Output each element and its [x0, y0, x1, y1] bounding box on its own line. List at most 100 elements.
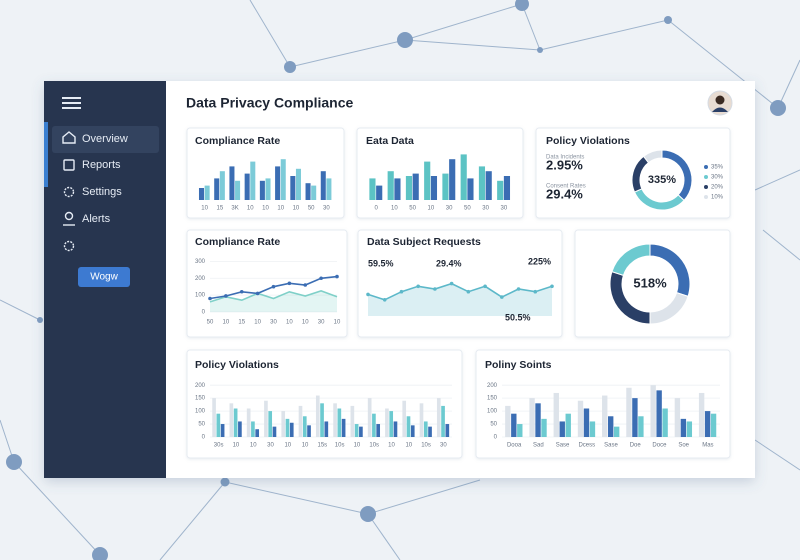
bar — [626, 387, 632, 437]
x-tick-label: 10s — [421, 443, 431, 449]
marker — [483, 284, 487, 289]
bar — [219, 171, 225, 200]
bar — [559, 421, 565, 437]
bar — [235, 180, 241, 200]
gear-icon[interactable] — [63, 240, 75, 252]
line — [209, 290, 338, 303]
x-tick-label: 30 — [270, 320, 277, 326]
reports-icon — [63, 159, 75, 171]
menu-highlight — [52, 126, 159, 153]
bar — [341, 418, 346, 437]
y-tick-label: 0 — [202, 435, 206, 441]
marker — [399, 289, 404, 294]
hamburger-icon[interactable] — [62, 97, 81, 109]
legend-label: 20% — [711, 185, 724, 191]
bar — [497, 180, 504, 200]
bar — [503, 176, 511, 200]
bar — [445, 424, 450, 437]
y-tick-label: 150 — [195, 396, 206, 402]
y-tick-label: 200 — [487, 383, 498, 389]
card-title: Compliance Rate — [195, 236, 280, 248]
bar — [337, 408, 342, 437]
bar — [198, 188, 205, 200]
menu-item[interactable]: Overview — [62, 131, 128, 145]
bar — [419, 403, 424, 437]
bar — [214, 178, 220, 200]
x-tick-label: 10 — [388, 443, 395, 449]
donut-center-label: 518% — [633, 275, 667, 290]
marker — [271, 284, 276, 289]
sidebar-button[interactable]: Wogw — [78, 267, 130, 287]
home-icon — [62, 131, 76, 144]
bar — [244, 173, 250, 200]
bar — [608, 416, 614, 437]
legend-swatch — [704, 175, 708, 179]
bar — [423, 421, 428, 437]
marker — [366, 292, 370, 297]
x-tick-label: 10 — [277, 206, 284, 212]
legend-swatch — [704, 195, 708, 199]
x-tick-label: 10s — [335, 443, 345, 449]
page-title: Data Privacy Compliance — [186, 95, 354, 111]
card-title: Policy Violations — [546, 135, 630, 147]
x-tick-label: Sase — [604, 443, 618, 449]
bar — [424, 161, 431, 200]
bar — [394, 178, 401, 200]
x-tick-label: 10 — [223, 320, 230, 326]
bar — [436, 398, 441, 437]
legend-swatch — [704, 165, 708, 169]
marker — [449, 281, 454, 286]
bar — [280, 159, 286, 200]
bar — [272, 426, 277, 437]
bar — [290, 176, 296, 200]
avatar[interactable] — [707, 90, 733, 116]
marker — [239, 289, 244, 294]
x-tick-label: 15 — [216, 206, 223, 212]
donut-center-label: 335% — [648, 174, 676, 186]
button-label: Wogw — [90, 272, 118, 283]
x-tick-label: 10 — [293, 206, 300, 212]
legend-label: 30% — [711, 175, 724, 181]
bar — [307, 425, 311, 437]
avatar-body — [712, 107, 728, 112]
bar — [442, 173, 449, 200]
card — [186, 127, 345, 219]
bar — [565, 413, 571, 437]
marker — [466, 289, 471, 294]
legend-swatch — [704, 185, 708, 189]
marker — [550, 284, 554, 289]
bar — [275, 166, 281, 200]
bar — [656, 390, 662, 437]
marker — [533, 289, 538, 294]
area — [368, 283, 552, 316]
x-tick-label: Dcess — [578, 443, 595, 449]
bar — [268, 411, 273, 437]
marker — [208, 296, 212, 301]
card-title: Data Subject Requests — [367, 236, 481, 248]
bar — [298, 405, 303, 437]
x-tick-label: 30 — [318, 320, 325, 326]
bar — [333, 403, 337, 437]
bar — [315, 395, 320, 437]
line — [367, 282, 553, 301]
bar — [430, 176, 438, 200]
bar — [204, 185, 210, 200]
x-tick-label: 30 — [267, 443, 274, 449]
menu-item[interactable]: Settings — [63, 186, 123, 198]
menu-label: Overview — [82, 133, 128, 145]
legend-label: 35% — [711, 165, 724, 171]
menu-item[interactable]: Reports — [63, 159, 121, 171]
bar — [402, 400, 407, 437]
bar — [216, 413, 221, 437]
y-tick-label: 300 — [195, 259, 206, 265]
x-tick-label: 10 — [391, 206, 398, 212]
x-tick-label: 10 — [354, 443, 361, 449]
bar — [233, 408, 238, 437]
bar — [511, 413, 517, 437]
y-tick-label: 150 — [487, 396, 498, 402]
x-tick-label: Doce — [652, 443, 667, 449]
menu-item[interactable]: Alerts — [63, 211, 111, 226]
bar — [387, 171, 394, 200]
